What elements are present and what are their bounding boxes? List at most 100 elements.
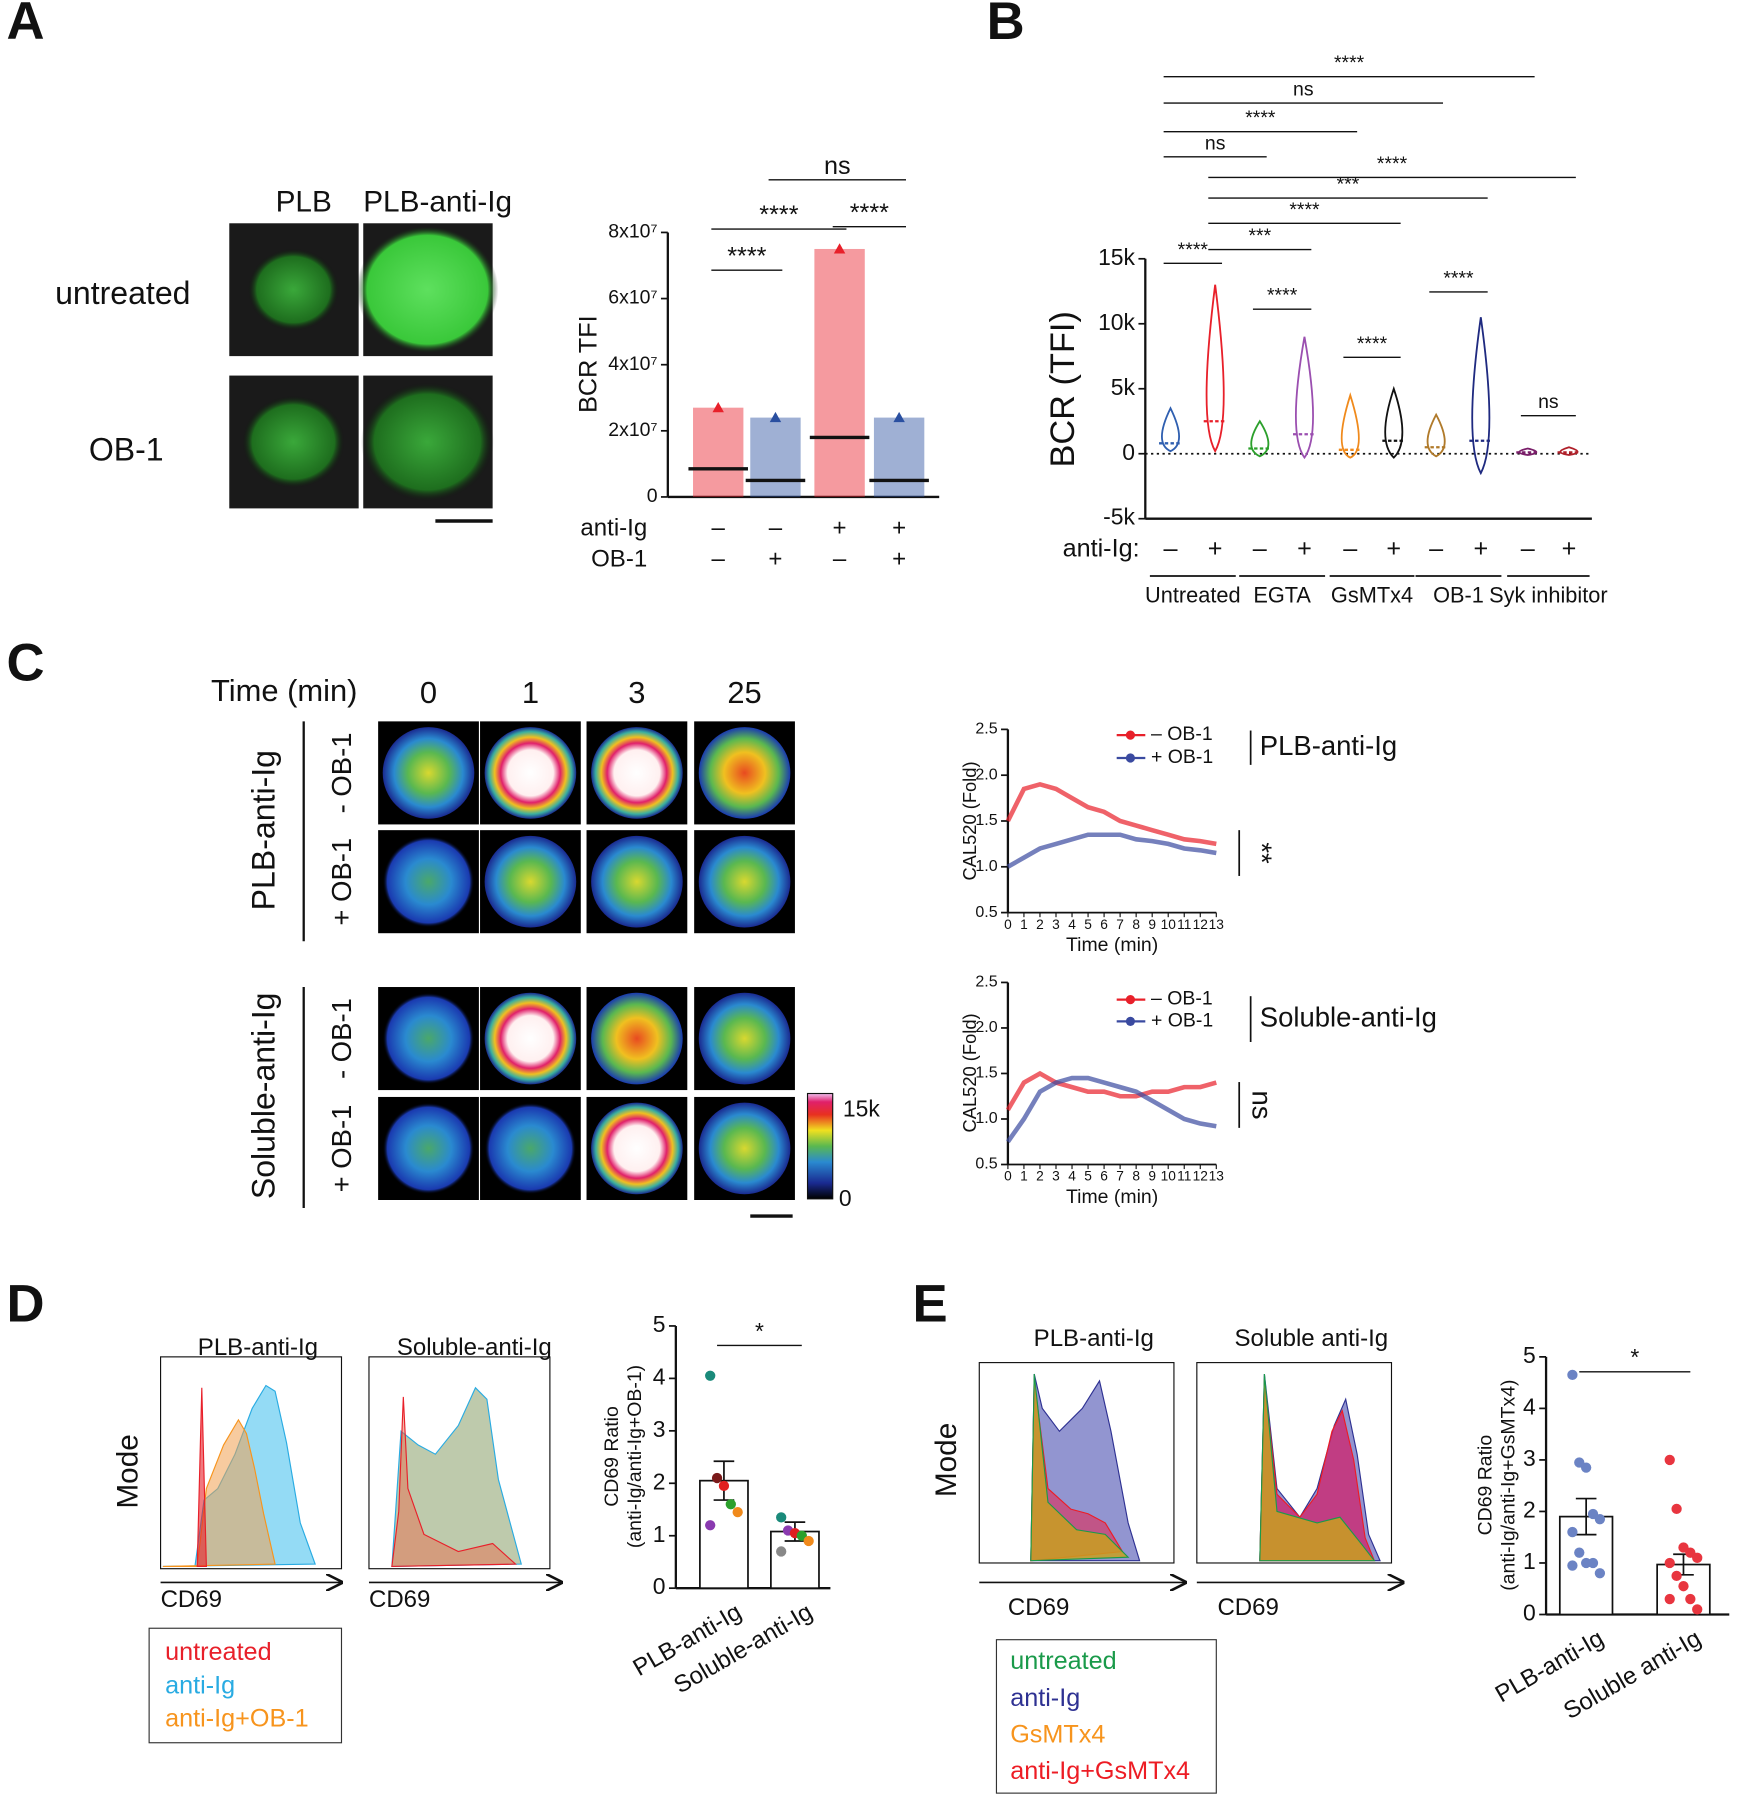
histogram-curve: [1259, 1373, 1376, 1562]
y-tick-label: 0: [1122, 439, 1135, 465]
violin: [1205, 284, 1225, 453]
significance-label: ns: [824, 152, 851, 180]
condition-level: –: [1343, 534, 1357, 562]
data-point: [1567, 1560, 1578, 1571]
x-tick-label: 4: [1068, 917, 1076, 932]
significance-label: ***: [1248, 225, 1271, 247]
data-point: [1678, 1581, 1689, 1592]
y-tick-label: 4x10⁷: [608, 353, 657, 375]
data-point: [776, 1546, 787, 1557]
cell-image: [698, 835, 791, 928]
histogram-frame: [978, 1362, 1175, 1564]
histogram-title: Soluble anti-Ig: [1235, 1325, 1389, 1352]
condition-label: PLB-anti-Ig: [1260, 730, 1397, 761]
cell-image: [360, 382, 494, 502]
group-label: OB-1: [1433, 582, 1484, 607]
y-tick-label: 3: [653, 1416, 666, 1442]
panel-label: D: [6, 1275, 44, 1334]
data-point: [705, 1370, 716, 1381]
condition-level: +: [1297, 534, 1312, 562]
condition-level: –: [712, 514, 726, 541]
time-label: 1: [522, 675, 539, 710]
histogram-title: PLB-anti-Ig: [198, 1334, 318, 1361]
x-tick-label: 0: [1004, 1169, 1012, 1184]
cell-image: [591, 835, 683, 928]
data-point: [776, 1512, 787, 1523]
y-tick-label: 1: [1523, 1548, 1536, 1574]
violin: [1294, 336, 1314, 460]
x-tick-label: 6: [1100, 917, 1108, 932]
cell-image: [382, 727, 475, 819]
max-point: [893, 411, 905, 423]
y-tick-label: 10k: [1098, 309, 1135, 335]
panel-label: E: [912, 1275, 947, 1334]
row-label: + OB-1: [326, 838, 357, 926]
histogram-frame: [160, 1356, 343, 1570]
series-line: [1005, 1070, 1217, 1112]
cell-image: [698, 727, 791, 819]
data-point: [1594, 1568, 1606, 1579]
group-label: PLB-anti-Ig: [245, 750, 281, 910]
violin: [1559, 446, 1579, 456]
y-tick-label: 1.5: [975, 811, 997, 829]
legend-entry: anti-Ig: [165, 1671, 235, 1699]
colorbar-label: 0: [839, 1185, 852, 1211]
time-label: 3: [628, 675, 645, 710]
x-tick-label: 8: [1132, 1169, 1140, 1184]
group-label: Soluble-anti-Ig: [245, 992, 281, 1199]
significance-label: ****: [759, 201, 798, 229]
significance-label: ****: [1377, 153, 1408, 175]
condition-level: –: [1253, 534, 1267, 562]
axis-label: CD69: [369, 1586, 430, 1613]
data-point: [1580, 1462, 1592, 1473]
legend-entry: – OB-1: [1151, 723, 1213, 745]
histogram-frame: [1196, 1362, 1393, 1564]
violin: [1250, 419, 1270, 458]
histogram-plots: [148, 1356, 561, 1744]
axis-label: Mode: [930, 1423, 963, 1497]
x-tick-label: 11: [1177, 1169, 1191, 1184]
x-tick-label: 10: [1161, 917, 1177, 932]
y-tick-label: 15k: [1098, 244, 1135, 270]
colorbar-label: 15k: [843, 1096, 880, 1122]
data-point: [1671, 1570, 1682, 1582]
data-point: [1692, 1552, 1703, 1563]
histogram-curve: [391, 1386, 523, 1567]
y-axis-label: (anti-Ig/anti-Ig+OB-1): [624, 1365, 646, 1548]
row-label: + OB-1: [326, 1105, 357, 1193]
condition-level: +: [1473, 534, 1488, 562]
violin: [1471, 317, 1491, 476]
data-point: [705, 1520, 716, 1531]
y-tick-label: 4: [1523, 1393, 1536, 1419]
significance-label: ****: [1357, 333, 1388, 355]
cell-image: [484, 835, 577, 928]
y-tick-label: 4: [653, 1363, 666, 1389]
cell-image: [382, 1102, 475, 1195]
condition-level: –: [1429, 534, 1443, 562]
y-tick-label: 2: [1523, 1496, 1536, 1522]
legend-entry: anti-Ig: [1010, 1684, 1080, 1712]
data-point: [1567, 1369, 1578, 1381]
x-tick-label: 6: [1100, 1169, 1108, 1184]
column-label: PLB-anti-Ig: [363, 186, 512, 219]
y-axis-label: BCR TFI: [575, 315, 603, 413]
data-point: [725, 1499, 736, 1510]
y-tick-label: 0.5: [975, 1155, 997, 1173]
y-tick-label: 8x10⁷: [608, 221, 657, 243]
significance-label: ****: [1267, 285, 1298, 307]
max-point: [769, 411, 782, 423]
legend-entry: untreated: [1010, 1647, 1116, 1675]
cell-image: [484, 992, 577, 1085]
x-tick-label: 10: [1161, 1169, 1177, 1184]
x-tick-label: 2: [1036, 1169, 1044, 1184]
row-label: - OB-1: [326, 998, 357, 1079]
histogram-curve: [196, 1387, 207, 1567]
time-label: 0: [420, 675, 437, 710]
condition-level: +: [768, 545, 782, 572]
significance-label: ****: [1178, 239, 1209, 261]
max-point: [833, 243, 846, 254]
data-point: [1664, 1557, 1675, 1569]
significance-label: ****: [850, 199, 889, 227]
x-tick-label: 9: [1148, 917, 1156, 932]
